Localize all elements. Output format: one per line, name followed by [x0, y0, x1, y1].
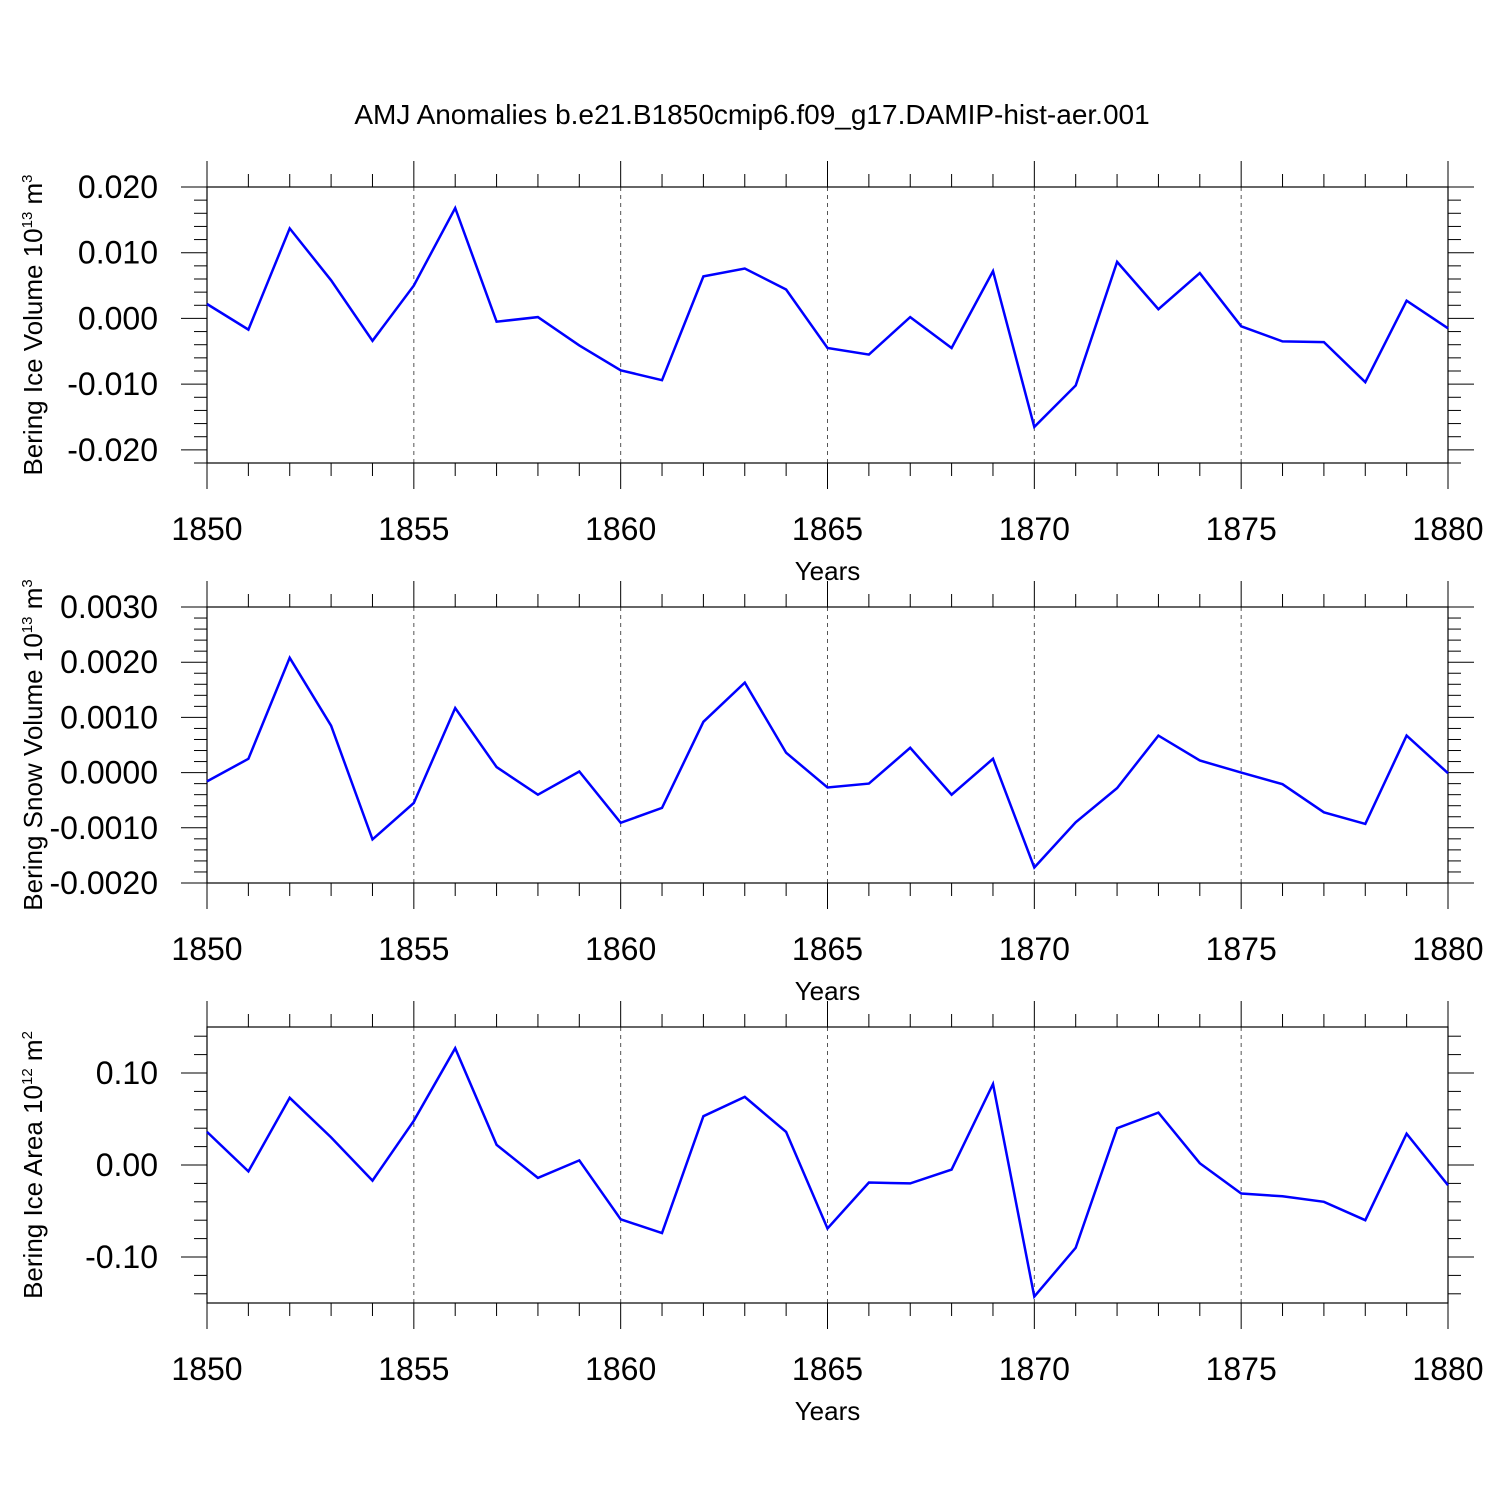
y-tick-label: -0.0020: [49, 865, 158, 901]
x-tick-label: 1855: [378, 931, 449, 967]
chart-title: AMJ Anomalies b.e21.B1850cmip6.f09_g17.D…: [354, 99, 1149, 130]
y-axis-title-part: m: [18, 588, 48, 617]
series-line: [206, 655, 1449, 870]
y-tick-label: -0.10: [85, 1239, 158, 1275]
y-tick-label: 0.0020: [60, 644, 158, 680]
y-tick-label: 0.0000: [60, 755, 158, 791]
y-axis-title-superscript: 3: [19, 174, 36, 182]
panel-1: 1850 1855 1860 1865 1870 1875 1880 -0.020 -0.010…: [18, 161, 1484, 586]
y-axis-title-part: m: [18, 1039, 48, 1068]
y-tick-label: 0.020: [78, 169, 158, 205]
x-tick-label: 1870: [999, 511, 1070, 547]
x-tick-label: 1870: [999, 931, 1070, 967]
series-line: [206, 204, 1449, 430]
y-axis-title-superscript: 12: [19, 1068, 36, 1085]
x-tick-label: 1880: [1412, 511, 1483, 547]
x-tick-label: 1875: [1206, 511, 1277, 547]
x-tick-label: 1850: [171, 511, 242, 547]
x-tick-label: 1850: [171, 931, 242, 967]
x-tick-label: 1855: [378, 1351, 449, 1387]
x-tick-label: 1865: [792, 931, 863, 967]
x-tick-label: 1875: [1206, 1351, 1277, 1387]
x-tick-label: 1880: [1412, 1351, 1483, 1387]
y-axis-title-part: Bering Ice Volume 10: [18, 228, 48, 475]
y-axis-title: Bering Ice Area 1012 m2: [18, 1031, 48, 1299]
x-tick-label: 1860: [585, 1351, 656, 1387]
y-tick-label: 0.010: [78, 235, 158, 271]
x-tick-label: 1855: [378, 511, 449, 547]
x-tick-label: 1860: [585, 511, 656, 547]
y-axis-title-superscript: 3: [19, 579, 36, 587]
x-tick-label: 1860: [585, 931, 656, 967]
x-tick-label: 1875: [1206, 931, 1277, 967]
x-tick-label: 1880: [1412, 931, 1483, 967]
x-tick-label: 1865: [792, 1351, 863, 1387]
y-axis-title-part: m: [18, 183, 48, 212]
y-tick-label: 0.00: [96, 1147, 158, 1183]
y-tick-label: -0.010: [67, 366, 158, 402]
y-axis-title-superscript: 2: [19, 1031, 36, 1039]
y-tick-label: 0.0030: [60, 589, 158, 625]
y-axis-title: Bering Ice Volume 1013 m3: [18, 174, 48, 475]
series-line: [206, 1045, 1449, 1300]
x-axis-title: Years: [795, 1396, 861, 1426]
y-tick-label: 0.10: [96, 1055, 158, 1091]
chart-panels: 1850 1855 1860 1865 1870 1875 1880 -0.020 -0.010…: [18, 161, 1484, 1426]
y-axis-title-part: Bering Snow Volume 10: [18, 633, 48, 911]
x-tick-label: 1870: [999, 1351, 1070, 1387]
panel-3: 1850 1855 1860 1865 1870 1875 1880 -0.10 0.00 0.1…: [18, 1001, 1484, 1426]
y-axis-title-superscript: 13: [19, 617, 36, 634]
y-tick-label: 0.0010: [60, 699, 158, 735]
y-axis-title: Bering Snow Volume 1013 m3: [18, 579, 48, 910]
y-axis-title-part: Bering Ice Area 10: [18, 1085, 48, 1299]
y-axis-title-superscript: 13: [19, 212, 36, 229]
y-tick-label: -0.020: [67, 432, 158, 468]
y-tick-label: 0.000: [78, 300, 158, 336]
y-tick-label: -0.0010: [49, 810, 158, 846]
x-tick-label: 1850: [171, 1351, 242, 1387]
panel-2: 1850 1855 1860 1865 1870 1875 1880 -0.0020 -0.00…: [18, 579, 1484, 1006]
x-tick-label: 1865: [792, 511, 863, 547]
